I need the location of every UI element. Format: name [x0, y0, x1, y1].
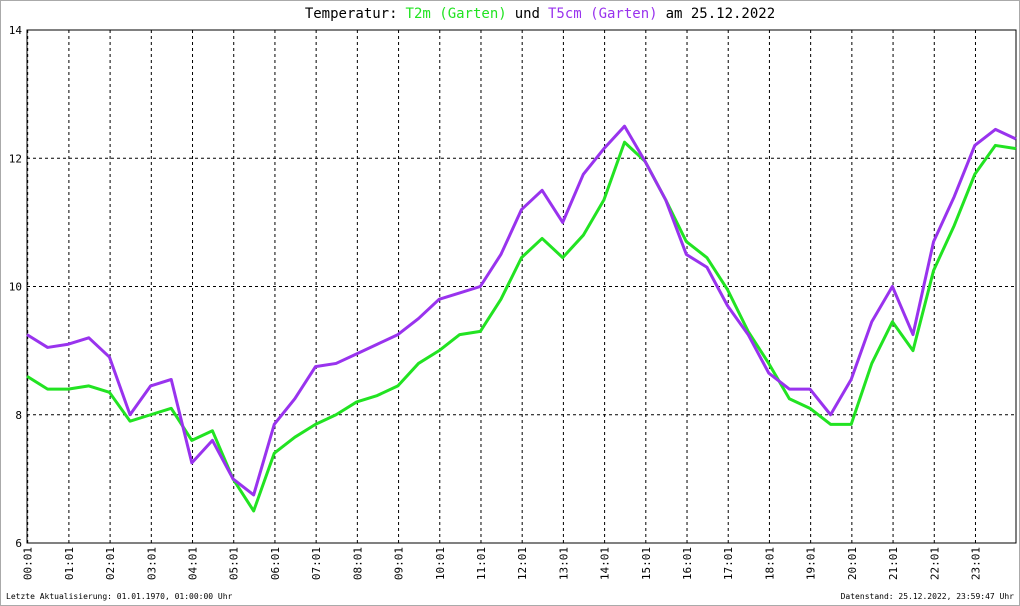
x-tick-label: 07:01: [310, 547, 323, 580]
series-line: [26, 124, 1017, 497]
x-tick-label: 16:01: [681, 547, 694, 580]
title-part: Temperatur:: [305, 6, 398, 22]
x-tick-label: 22:01: [928, 547, 941, 580]
x-tick-label: 09:01: [393, 547, 406, 580]
x-tick-label: 14:01: [599, 547, 612, 580]
chart-title: Temperatur: T2m (Garten) und T5cm (Garten) a…: [305, 6, 775, 22]
x-tick-label: 21:01: [887, 547, 900, 580]
x-tick-label: 03:01: [145, 547, 158, 580]
x-tick-label: 01:01: [63, 547, 76, 580]
x-tick-label: 17:01: [722, 547, 735, 580]
legend-entry: T5cm (Garten): [548, 6, 658, 22]
x-tick-label: 00:01: [22, 547, 35, 580]
x-tick-label: 13:01: [557, 547, 570, 580]
x-tick-label: 12:01: [516, 547, 529, 580]
x-tick-label: 06:01: [269, 547, 282, 580]
x-tick-label: 04:01: [187, 547, 200, 580]
series-line: [26, 140, 1017, 513]
x-tick-label: 20:01: [846, 547, 859, 580]
footer-right: Datenstand: 25.12.2022, 23:59:47 Uhr: [841, 592, 1015, 601]
x-tick-label: 19:01: [805, 547, 818, 580]
y-tick-label: 6: [15, 537, 22, 550]
plot-border: [26, 29, 1017, 544]
title-part: und: [515, 6, 540, 22]
x-tick-label: 02:01: [104, 547, 117, 580]
x-tick-label: 05:01: [228, 547, 241, 580]
footer-left: Letzte Aktualisierung: 01.01.1970, 01:00…: [6, 592, 233, 601]
y-tick-label: 12: [9, 152, 22, 165]
x-tick-label: 08:01: [351, 547, 364, 580]
y-tick-label: 14: [9, 24, 23, 37]
title-part: am 25.12.2022: [666, 6, 776, 22]
x-tick-label: 18:01: [763, 547, 776, 580]
y-tick-label: 10: [9, 281, 22, 294]
legend-entry: T2m (Garten): [406, 6, 507, 22]
y-tick-label: 8: [15, 409, 22, 422]
x-tick-label: 23:01: [969, 547, 982, 580]
x-tick-label: 15:01: [640, 547, 653, 580]
x-tick-label: 11:01: [475, 547, 488, 580]
x-tick-label: 10:01: [434, 547, 447, 580]
